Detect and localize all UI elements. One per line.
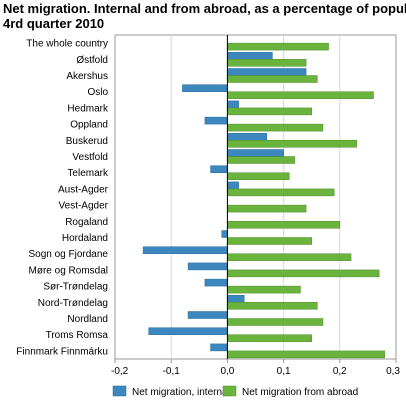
bar-abroad-17 xyxy=(227,318,324,326)
category-label: Sogn og Fjordane xyxy=(28,249,108,260)
bar-abroad-10 xyxy=(227,204,307,213)
bar-internal-13 xyxy=(142,246,228,254)
category-label: Vest-Agder xyxy=(59,201,109,212)
bar-abroad-19 xyxy=(227,350,386,359)
category-label: Buskerud xyxy=(66,136,108,147)
bar-internal-18 xyxy=(148,327,228,335)
x-tick-label: 0,3 xyxy=(386,366,400,377)
bar-abroad-14 xyxy=(227,269,380,278)
category-label: Møre og Romsdal xyxy=(29,265,108,276)
bar-abroad-2 xyxy=(227,75,318,83)
category-label: Vestfold xyxy=(72,152,108,163)
legend-label-abroad: Net migration from abroad xyxy=(242,387,358,398)
x-tick-label: -0,2 xyxy=(111,366,129,377)
bar-abroad-18 xyxy=(227,334,312,342)
bar-internal-9 xyxy=(227,181,239,190)
category-label: Telemark xyxy=(67,168,109,179)
bar-internal-8 xyxy=(210,165,228,173)
bar-abroad-16 xyxy=(227,302,318,310)
bar-internal-5 xyxy=(204,116,228,125)
bar-abroad-6 xyxy=(227,140,357,148)
bar-internal-19 xyxy=(210,343,228,352)
x-tick-label: -0,1 xyxy=(163,366,181,377)
legend-swatch-internal xyxy=(112,385,127,397)
legend-swatch-abroad xyxy=(222,385,237,397)
bar-abroad-1 xyxy=(227,59,307,67)
bar-abroad-7 xyxy=(227,156,296,164)
category-label: Sør-Trøndelag xyxy=(43,282,108,293)
category-label: Aust-Agder xyxy=(58,184,109,195)
bar-internal-12 xyxy=(221,230,228,238)
bar-abroad-12 xyxy=(227,237,312,245)
category-label: Nord-Trøndelag xyxy=(38,298,108,309)
bar-abroad-8 xyxy=(227,172,290,180)
bar-abroad-5 xyxy=(227,123,324,132)
bar-abroad-0 xyxy=(227,42,329,51)
bar-internal-2 xyxy=(227,68,307,76)
category-labels: The whole country Østfold Akershus Oslo Hedm… xyxy=(16,39,109,358)
bar-internal-1 xyxy=(227,52,273,60)
legend: Net migration, internal Net migration fr… xyxy=(112,385,358,398)
bar-internal-16 xyxy=(227,295,245,303)
chart-title-line-2: 4rd quarter 2010 xyxy=(3,16,104,31)
bar-internal-7 xyxy=(227,149,284,157)
bar-abroad-11 xyxy=(227,221,341,229)
x-tick-label: 0,0 xyxy=(220,366,234,377)
bar-abroad-15 xyxy=(227,285,301,294)
x-tick-label: 0,2 xyxy=(333,366,347,377)
bar-internal-4 xyxy=(227,100,239,109)
legend-label-internal: Net migration, internal xyxy=(132,387,230,398)
x-tick-label: 0,1 xyxy=(277,366,291,377)
category-label: Østfold xyxy=(76,55,108,66)
plot-area xyxy=(114,34,397,360)
category-label: Akershus xyxy=(66,71,108,82)
category-label: Hordaland xyxy=(62,233,108,244)
category-label: Hedmark xyxy=(67,103,109,114)
chart-title-line-1: Net migration. Internal and from abroad,… xyxy=(3,1,406,16)
bar-internal-15 xyxy=(204,278,228,287)
category-label: Nordland xyxy=(67,314,108,325)
bar-abroad-9 xyxy=(227,188,335,197)
x-axis-ticks: -0,2 -0,1 0,0 0,1 0,2 0,3 xyxy=(111,359,400,377)
category-label: Oslo xyxy=(87,87,108,98)
category-label: Troms Romsa xyxy=(46,330,109,341)
bar-abroad-13 xyxy=(227,253,352,261)
category-label: Finnmark Finnmárku xyxy=(16,346,108,357)
category-label: Oppland xyxy=(70,120,108,131)
category-label: The whole country xyxy=(26,39,108,50)
bar-internal-6 xyxy=(227,133,267,141)
bar-internal-17 xyxy=(187,311,228,319)
bar-internal-14 xyxy=(187,262,228,271)
category-label: Rogaland xyxy=(65,217,108,228)
bar-internal-3 xyxy=(182,84,228,92)
bar-abroad-3 xyxy=(227,91,374,99)
bar-abroad-4 xyxy=(227,107,312,116)
